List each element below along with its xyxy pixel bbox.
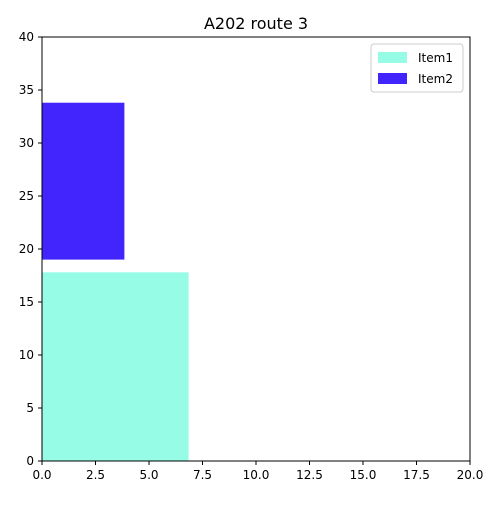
bar-item1	[42, 272, 189, 461]
x-tick-label: 5.0	[139, 468, 158, 482]
y-axis: 0 5 10 15 20 25 30 35 40	[19, 30, 42, 468]
y-tick-label: 25	[19, 189, 34, 203]
x-axis: 0.0 2.5 5.0 7.5 10.0 12.5 15.0 17.5 20.0	[32, 461, 483, 482]
legend-swatch-item2	[378, 73, 407, 84]
y-tick-label: 0	[26, 454, 34, 468]
x-tick-label: 10.0	[243, 468, 270, 482]
legend: Item1 Item2	[370, 43, 464, 93]
y-tick-label: 20	[19, 242, 34, 256]
y-tick-label: 35	[19, 83, 34, 97]
x-tick-label: 15.0	[350, 468, 377, 482]
y-tick-label: 15	[19, 295, 34, 309]
y-tick-label: 10	[19, 348, 34, 362]
x-tick-label: 7.5	[193, 468, 212, 482]
x-tick-label: 20.0	[457, 468, 484, 482]
x-tick-label: 17.5	[403, 468, 430, 482]
legend-label-item1: Item1	[418, 51, 453, 65]
legend-swatch-item1	[378, 52, 407, 63]
bars-layer	[42, 102, 189, 461]
chart-title: A202 route 3	[204, 14, 308, 33]
x-tick-label: 0.0	[32, 468, 51, 482]
bar-item2	[42, 102, 125, 260]
y-tick-label: 40	[19, 30, 34, 44]
x-tick-label: 12.5	[296, 468, 323, 482]
legend-label-item2: Item2	[418, 72, 453, 86]
x-tick-label: 2.5	[86, 468, 105, 482]
y-tick-label: 30	[19, 136, 34, 150]
y-tick-label: 5	[26, 401, 34, 415]
